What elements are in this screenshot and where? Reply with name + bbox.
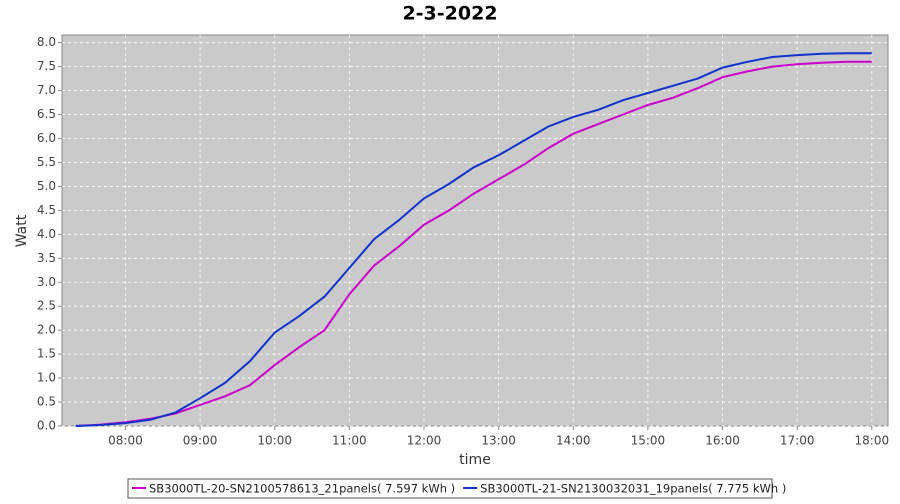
y-tick-label: 5.0	[37, 179, 56, 193]
y-tick-label: 2.0	[37, 323, 56, 337]
x-tick-label: 17:00	[780, 434, 815, 448]
x-tick-label: 08:00	[108, 434, 143, 448]
y-tick-label: 0.5	[37, 395, 56, 409]
y-tick-label: 2.5	[37, 299, 56, 313]
legend-label: SB3000TL-21-SN2130032031_19panels( 7.775…	[480, 482, 786, 496]
x-tick-label: 11:00	[332, 434, 367, 448]
x-tick-label: 09:00	[183, 434, 218, 448]
y-tick-label: 1.0	[37, 371, 56, 385]
y-axis-label: Watt	[14, 214, 30, 247]
x-tick-label: 16:00	[705, 434, 740, 448]
x-tick-label: 10:00	[257, 434, 292, 448]
plot-area	[61, 34, 889, 427]
y-tick-label: 7.5	[37, 59, 56, 73]
chart-title: 2-3-2022	[402, 3, 497, 25]
y-tick-label: 3.0	[37, 275, 56, 289]
x-axis-label: time	[459, 452, 491, 468]
legend	[127, 478, 773, 499]
y-tick-label: 1.5	[37, 347, 56, 361]
y-tick-label: 3.5	[37, 251, 56, 265]
y-tick-label: 6.0	[37, 131, 56, 145]
x-tick-label: 13:00	[481, 434, 516, 448]
y-tick-label: 4.5	[37, 203, 56, 217]
legend-label: SB3000TL-20-SN2100578613_21panels( 7.597…	[149, 482, 455, 496]
y-tick-label: 6.5	[37, 107, 56, 121]
x-tick-label: 14:00	[556, 434, 591, 448]
series-line	[75, 60, 872, 427]
y-tick-label: 4.0	[37, 227, 56, 241]
x-tick-label: 12:00	[407, 434, 442, 448]
y-tick-label: 8.0	[37, 35, 56, 49]
y-tick-label: 7.0	[37, 83, 56, 97]
series-line	[75, 52, 872, 427]
x-tick-label: 18:00	[855, 434, 890, 448]
y-tick-label: 5.5	[37, 155, 56, 169]
y-tick-label: 0.0	[37, 419, 56, 433]
x-tick-label: 15:00	[631, 434, 666, 448]
